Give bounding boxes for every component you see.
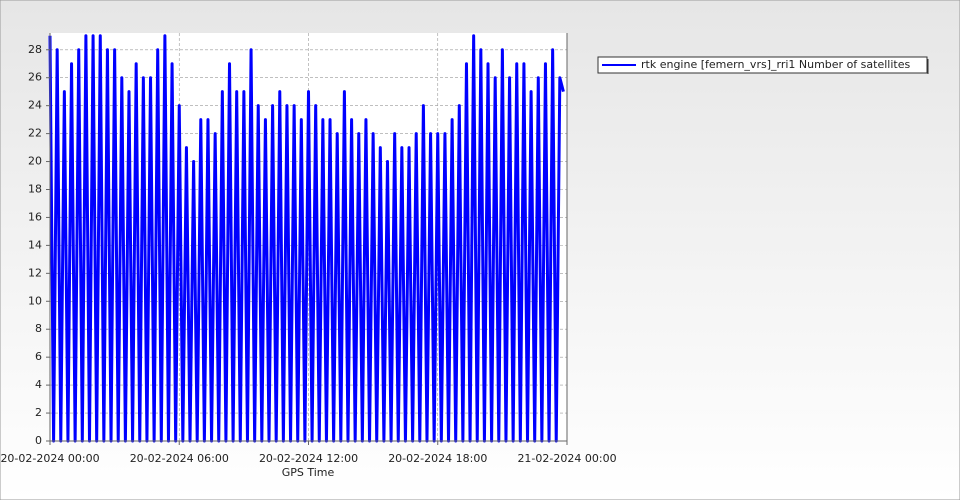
y-tick-label: 10 [28,294,42,307]
y-tick-label: 26 [28,71,42,84]
legend: rtk engine [femern_vrs]_rri1 Number of s… [597,56,929,74]
y-tick-label: 4 [35,378,42,391]
x-axis-label: GPS Time [282,466,335,479]
series-line [48,34,565,443]
legend-label: rtk engine [femern_vrs]_rri1 Number of s… [641,58,910,71]
y-tick-label: 2 [35,406,42,419]
legend-box [597,56,928,74]
y-tick-label: 16 [28,210,42,223]
y-tick-label: 0 [35,434,42,447]
x-tick-label: 20-02-2024 06:00 [130,452,229,465]
x-tick-label: 20-02-2024 00:00 [0,452,99,465]
y-tick-label: 14 [28,238,42,251]
y-tick-label: 12 [28,266,42,279]
y-tick-label: 18 [28,182,42,195]
y-tick-label: 8 [35,322,42,335]
y-tick-label: 20 [28,155,42,168]
y-tick-label: 6 [35,350,42,363]
x-tick-label: 21-02-2024 00:00 [517,452,616,465]
y-tick-label: 24 [28,99,42,112]
plot [48,34,565,443]
x-tick-label: 20-02-2024 12:00 [259,452,358,465]
y-tick-label: 28 [28,43,42,56]
y-tick-label: 22 [28,127,42,140]
x-tick-label: 20-02-2024 18:00 [388,452,487,465]
